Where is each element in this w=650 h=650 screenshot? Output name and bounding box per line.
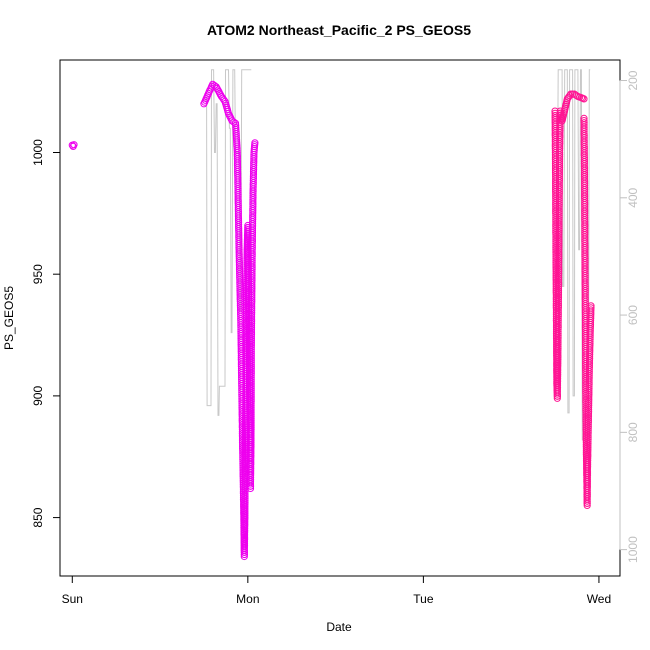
data-point [587, 304, 595, 312]
y2-tick-label: 800 [626, 422, 640, 442]
y-axis: 850 900 950 1000 [31, 139, 61, 528]
y-axis-label: PS_GEOS5 [2, 286, 16, 350]
y-tick-label: 1000 [31, 139, 45, 166]
data-point [580, 95, 588, 103]
x-axis: Sun Mon Tue Wed [62, 575, 611, 606]
background-line-series [203, 69, 591, 441]
y-tick-label: 850 [31, 507, 45, 527]
background-line [203, 69, 591, 441]
x-axis-label: Date [326, 620, 352, 634]
y2-axis: 200 400 600 800 1000 [619, 70, 640, 563]
data-point [251, 139, 259, 147]
chart-title: ATOM2 Northeast_Pacific_2 PS_GEOS5 [207, 22, 471, 38]
y-tick-label: 950 [31, 264, 45, 284]
data-points [68, 80, 595, 561]
data-point [70, 141, 78, 149]
y2-tick-label: 1000 [626, 536, 640, 563]
x-tick-label: Mon [236, 592, 259, 606]
y-tick-label: 900 [31, 386, 45, 406]
y2-tick-label: 200 [626, 70, 640, 90]
x-tick-label: Sun [62, 592, 83, 606]
y2-tick-label: 600 [626, 305, 640, 325]
x-tick-label: Tue [413, 592, 434, 606]
y2-tick-label: 400 [626, 187, 640, 207]
data-point [587, 306, 595, 314]
data-point [587, 302, 595, 310]
x-tick-label: Wed [587, 592, 611, 606]
plot-frame [59, 59, 621, 577]
